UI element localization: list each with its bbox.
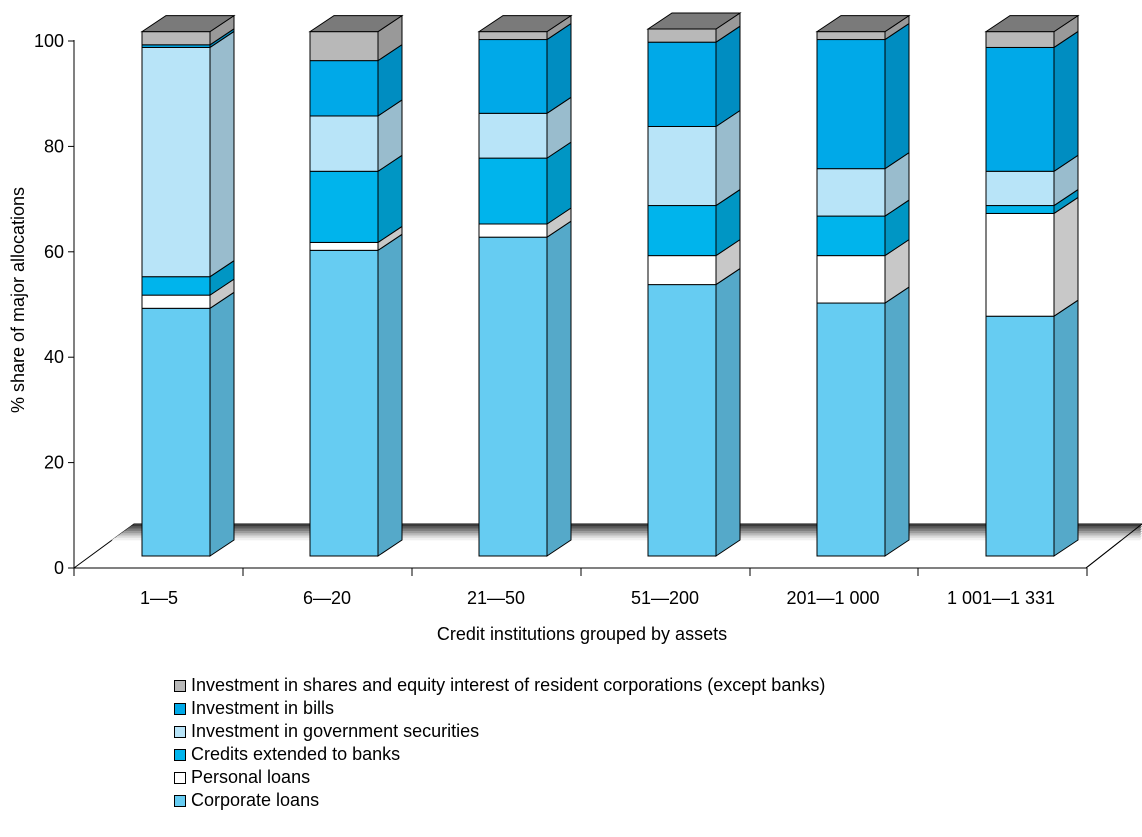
- bar-segment: [478, 112, 548, 159]
- x-tick-label: 21—50: [467, 588, 525, 608]
- bar-segment: [309, 249, 379, 557]
- y-tick-label: 40: [44, 347, 64, 367]
- bar-segment: [985, 31, 1055, 48]
- bar-segment: [985, 170, 1055, 207]
- bar-stack: [815, 14, 911, 557]
- bar-top: [984, 15, 1080, 33]
- bar-stack: [308, 14, 404, 557]
- bar-segment-side: [209, 30, 235, 278]
- y-axis-label: % share of major allocations: [8, 187, 28, 413]
- bar-segment-side: [209, 291, 235, 557]
- bar-segment: [478, 236, 548, 557]
- bar-segment-side: [1053, 299, 1079, 557]
- bar-stack: [477, 14, 573, 557]
- bar-stack: [140, 14, 236, 557]
- legend-label: Investment in shares and equity interest…: [191, 675, 826, 695]
- bar-top: [140, 15, 236, 33]
- bar-segment: [816, 168, 886, 217]
- legend-swatch: [174, 702, 186, 715]
- legend-item: Investment in shares and equity interest…: [174, 674, 825, 697]
- bar-segment: [816, 302, 886, 557]
- bar-segment: [985, 205, 1055, 214]
- bar-top: [308, 15, 404, 33]
- bar-segment: [309, 241, 379, 251]
- legend-label: Personal loans: [191, 767, 311, 787]
- bar-segment: [816, 39, 886, 170]
- bar-top: [477, 15, 573, 33]
- y-tick-label: 20: [44, 453, 64, 473]
- bar-top: [646, 12, 742, 30]
- bar-segment-side: [715, 267, 741, 557]
- bar-segment: [647, 41, 717, 127]
- y-tick-label: 80: [44, 136, 64, 156]
- bar-segment-side: [715, 109, 741, 207]
- bar-segment: [141, 46, 211, 278]
- x-tick-label: 51—200: [631, 588, 699, 608]
- y-tick-label: 100: [34, 31, 64, 51]
- bar-segment: [309, 115, 379, 172]
- legend-item: Credits extended to banks: [174, 743, 825, 766]
- legend-swatch: [174, 794, 186, 807]
- bar-segment: [478, 157, 548, 225]
- bar-top: [815, 15, 911, 33]
- legend-swatch: [174, 679, 186, 692]
- x-tick-label: 1—5: [140, 588, 178, 608]
- bar-segment-side: [1053, 196, 1079, 318]
- bar-segment: [816, 255, 886, 304]
- bar-segment-side: [1053, 30, 1079, 173]
- legend-label: Credits extended to banks: [191, 744, 401, 764]
- legend: Investment in shares and equity interest…: [174, 674, 825, 812]
- y-tick-label: 60: [44, 242, 64, 262]
- bar-segment: [141, 31, 211, 46]
- bar-segment: [309, 31, 379, 62]
- y-tick-label: 0: [54, 558, 64, 578]
- legend-item: Personal loans: [174, 766, 825, 789]
- legend-item: Investment in government securities: [174, 720, 825, 743]
- bar-segment-side: [884, 286, 910, 557]
- bar-segment: [141, 294, 211, 309]
- bar-stack: [984, 14, 1080, 557]
- bar-segment: [141, 276, 211, 296]
- legend-item: Investment in bills: [174, 697, 825, 720]
- bar-segment-side: [377, 233, 403, 557]
- legend-label: Corporate loans: [191, 790, 320, 810]
- legend-item: Corporate loans: [174, 789, 825, 812]
- x-tick-label: 6—20: [303, 588, 351, 608]
- legend-label: Investment in government securities: [191, 721, 480, 741]
- bar-segment: [141, 307, 211, 557]
- bar-segment: [647, 28, 717, 43]
- x-axis-label: Credit institutions grouped by assets: [437, 624, 727, 644]
- legend-swatch: [174, 725, 186, 738]
- bar-segment: [985, 212, 1055, 317]
- bar-segment-side: [546, 220, 572, 557]
- bar-segment: [309, 170, 379, 243]
- bar-segment: [647, 125, 717, 207]
- bar-segment-side: [884, 22, 910, 170]
- chart: 0 20 40 60 80 100 1—5 6—20 21—50 51—200 201—1 000 1…: [8, 12, 1142, 644]
- bar-stack: [646, 12, 742, 557]
- bar-segment: [478, 31, 548, 41]
- bars: [140, 12, 1080, 557]
- legend-swatch: [174, 748, 186, 761]
- x-tick-label: 201—1 000: [786, 588, 879, 608]
- bar-segment: [985, 315, 1055, 557]
- bar-segment: [816, 215, 886, 257]
- axes: 0 20 40 60 80 100 1—5 6—20 21—50 51—200 201—1 000 1…: [34, 31, 1142, 608]
- legend-label: Investment in bills: [191, 698, 335, 718]
- bar-segment: [309, 60, 379, 117]
- x-tick-label: 1 001—1 331: [947, 588, 1055, 608]
- bar-segment: [816, 31, 886, 41]
- bar-segment: [647, 205, 717, 257]
- bar-segment: [985, 46, 1055, 172]
- bar-segment: [478, 39, 548, 114]
- bar-segment: [478, 223, 548, 238]
- bar-segment-side: [715, 25, 741, 128]
- bar-segment: [647, 255, 717, 286]
- legend-swatch: [174, 771, 186, 784]
- bar-segment: [647, 284, 717, 557]
